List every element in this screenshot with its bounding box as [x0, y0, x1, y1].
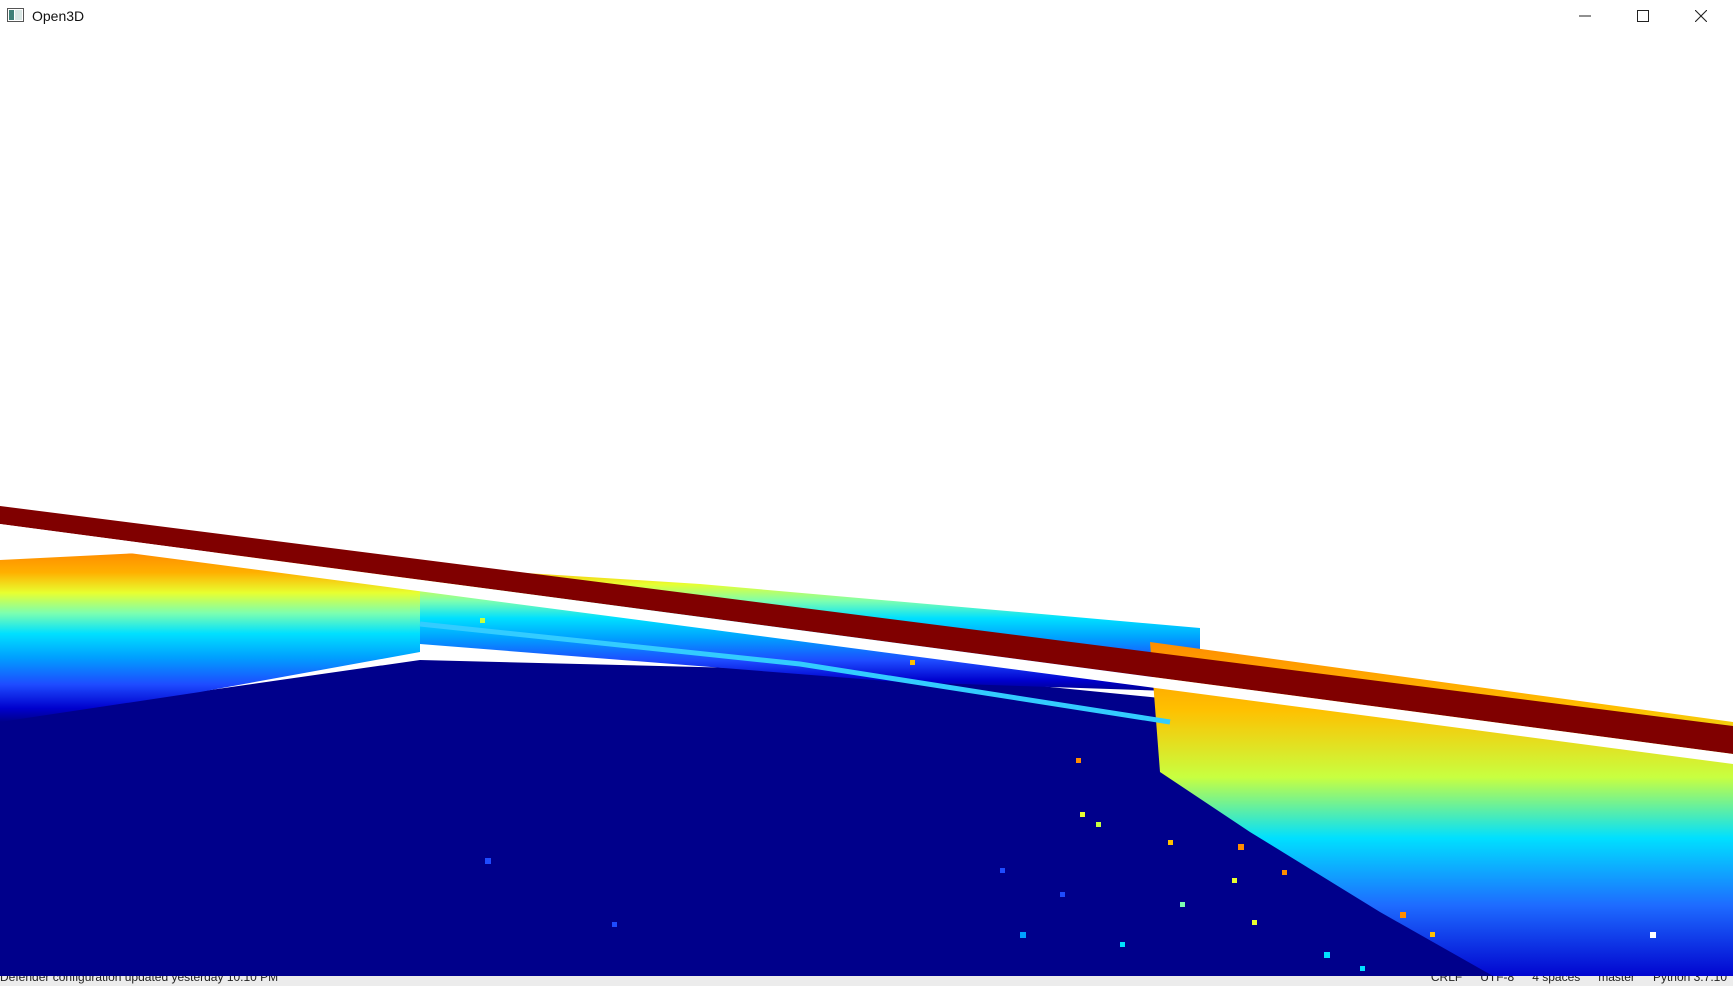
status-line-ending: CRLF	[1430, 976, 1463, 984]
left-wall-points	[0, 552, 420, 722]
status-encoding: UTF-8	[1480, 976, 1515, 984]
status-interpreter: Python 3.7.10	[1652, 976, 1727, 984]
maximize-icon	[1637, 10, 1649, 22]
3d-viewport[interactable]	[0, 32, 1733, 980]
notification-text: Defender configuration updated yesterday…	[0, 976, 279, 984]
window-title: Open3D	[32, 8, 85, 24]
title-bar[interactable]: Open3D	[0, 0, 1733, 32]
point-cloud-render	[0, 506, 1733, 980]
status-indent: 4 spaces	[1532, 976, 1581, 984]
close-button[interactable]	[1672, 0, 1730, 32]
status-bar: CRLF UTF-8 4 spaces master Python 3.7.10	[1431, 976, 1727, 984]
minimize-icon	[1579, 10, 1591, 22]
roof-edge-points	[0, 506, 1733, 754]
minimize-button[interactable]	[1556, 0, 1614, 32]
rail-line	[419, 621, 1171, 725]
app-window-icon	[7, 8, 24, 22]
underlying-taskbar: Defender configuration updated yesterday…	[0, 976, 1733, 986]
status-branch: master	[1598, 976, 1635, 984]
close-icon	[1695, 10, 1707, 22]
scatter-points	[480, 618, 1656, 971]
maximize-button[interactable]	[1614, 0, 1672, 32]
